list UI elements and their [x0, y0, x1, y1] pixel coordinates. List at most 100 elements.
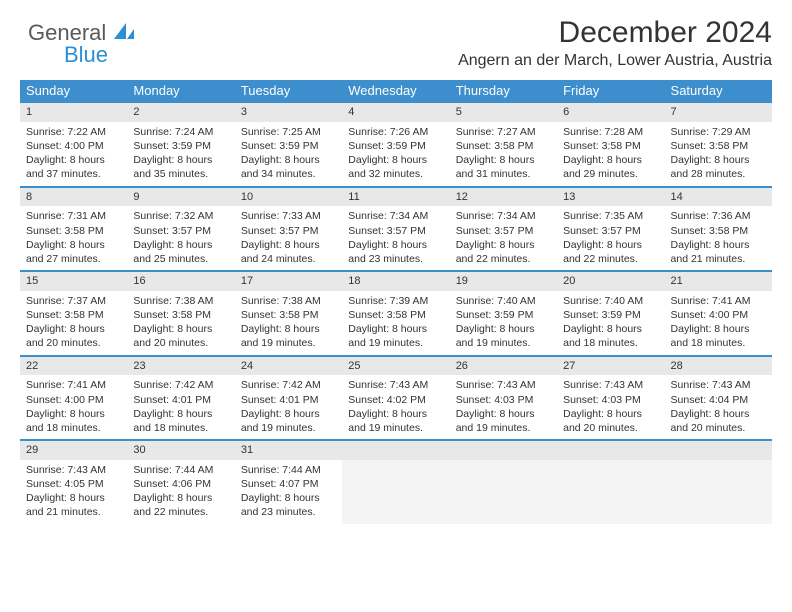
calendar-cell: 24Sunrise: 7:42 AMSunset: 4:01 PMDayligh…	[235, 356, 342, 441]
day-number-empty	[665, 441, 772, 460]
sunrise-line: Sunrise: 7:36 AM	[671, 209, 766, 223]
day-details: Sunrise: 7:40 AMSunset: 3:59 PMDaylight:…	[557, 291, 664, 355]
sunrise-line: Sunrise: 7:40 AM	[563, 294, 658, 308]
sunrise-line: Sunrise: 7:27 AM	[456, 125, 551, 139]
day-details: Sunrise: 7:22 AMSunset: 4:00 PMDaylight:…	[20, 122, 127, 186]
sunrise-line: Sunrise: 7:40 AM	[456, 294, 551, 308]
day-details: Sunrise: 7:27 AMSunset: 3:58 PMDaylight:…	[450, 122, 557, 186]
daylight-line: Daylight: 8 hours and 22 minutes.	[456, 238, 551, 266]
day-number: 11	[342, 188, 449, 207]
day-details: Sunrise: 7:36 AMSunset: 3:58 PMDaylight:…	[665, 206, 772, 270]
daylight-line: Daylight: 8 hours and 21 minutes.	[671, 238, 766, 266]
daylight-line: Daylight: 8 hours and 23 minutes.	[348, 238, 443, 266]
day-number: 7	[665, 103, 772, 122]
day-number: 24	[235, 357, 342, 376]
day-number: 16	[127, 272, 234, 291]
logo-text-blue: Blue	[64, 42, 108, 67]
day-details: Sunrise: 7:42 AMSunset: 4:01 PMDaylight:…	[235, 375, 342, 439]
sunrise-line: Sunrise: 7:41 AM	[671, 294, 766, 308]
daylight-line: Daylight: 8 hours and 23 minutes.	[241, 491, 336, 519]
day-details: Sunrise: 7:29 AMSunset: 3:58 PMDaylight:…	[665, 122, 772, 186]
sunrise-line: Sunrise: 7:33 AM	[241, 209, 336, 223]
calendar-cell: 28Sunrise: 7:43 AMSunset: 4:04 PMDayligh…	[665, 356, 772, 441]
daylight-line: Daylight: 8 hours and 20 minutes.	[671, 407, 766, 435]
calendar-cell: 21 Sunrise: 7:41 AMSunset: 4:00 PMDayligh…	[665, 271, 772, 356]
sunrise-line: Sunrise: 7:44 AM	[241, 463, 336, 477]
day-details: Sunrise: 7:43 AMSunset: 4:05 PMDaylight:…	[20, 460, 127, 524]
sunrise-line: Sunrise: 7:41 AM	[26, 378, 121, 392]
sunset-line: Sunset: 3:58 PM	[26, 224, 121, 238]
sunset-line: Sunset: 4:01 PM	[133, 393, 228, 407]
calendar-cell: 20Sunrise: 7:40 AMSunset: 3:59 PMDayligh…	[557, 271, 664, 356]
day-details: Sunrise: 7:42 AMSunset: 4:01 PMDaylight:…	[127, 375, 234, 439]
daylight-line: Daylight: 8 hours and 22 minutes.	[133, 491, 228, 519]
day-details: Sunrise: 7:44 AMSunset: 4:07 PMDaylight:…	[235, 460, 342, 524]
day-number-empty	[342, 441, 449, 460]
calendar-cell: 11Sunrise: 7:34 AMSunset: 3:57 PMDayligh…	[342, 187, 449, 272]
calendar-row: 29Sunrise: 7:43 AMSunset: 4:05 PMDayligh…	[20, 440, 772, 524]
sunset-line: Sunset: 3:57 PM	[563, 224, 658, 238]
day-number: 6	[557, 103, 664, 122]
daylight-line: Daylight: 8 hours and 31 minutes.	[456, 153, 551, 181]
day-details: Sunrise: 7:32 AMSunset: 3:57 PMDaylight:…	[127, 206, 234, 270]
location: Angern an der March, Lower Austria, Aust…	[20, 52, 772, 70]
sunset-line: Sunset: 3:59 PM	[133, 139, 228, 153]
sunset-line: Sunset: 3:58 PM	[671, 139, 766, 153]
sunrise-line: Sunrise: 7:43 AM	[26, 463, 121, 477]
sunrise-line: Sunrise: 7:44 AM	[133, 463, 228, 477]
daylight-line: Daylight: 8 hours and 34 minutes.	[241, 153, 336, 181]
day-details: Sunrise: 7:38 AMSunset: 3:58 PMDaylight:…	[127, 291, 234, 355]
sunrise-line: Sunrise: 7:34 AM	[456, 209, 551, 223]
calendar-cell: 2Sunrise: 7:24 AMSunset: 3:59 PMDaylight…	[127, 102, 234, 187]
calendar-cell: 31Sunrise: 7:44 AMSunset: 4:07 PMDayligh…	[235, 440, 342, 524]
day-details: Sunrise: 7:25 AMSunset: 3:59 PMDaylight:…	[235, 122, 342, 186]
day-number: 15	[20, 272, 127, 291]
daylight-line: Daylight: 8 hours and 20 minutes.	[26, 322, 121, 350]
day-number: 18	[342, 272, 449, 291]
day-number: 17	[235, 272, 342, 291]
sunrise-line: Sunrise: 7:24 AM	[133, 125, 228, 139]
daylight-line: Daylight: 8 hours and 37 minutes.	[26, 153, 121, 181]
calendar-row: 8Sunrise: 7:31 AMSunset: 3:58 PMDaylight…	[20, 187, 772, 272]
sunset-line: Sunset: 4:00 PM	[671, 308, 766, 322]
daylight-line: Daylight: 8 hours and 19 minutes.	[241, 322, 336, 350]
sunrise-line: Sunrise: 7:43 AM	[563, 378, 658, 392]
day-number: 23	[127, 357, 234, 376]
sunrise-line: Sunrise: 7:39 AM	[348, 294, 443, 308]
day-number: 30	[127, 441, 234, 460]
calendar-cell: 26Sunrise: 7:43 AMSunset: 4:03 PMDayligh…	[450, 356, 557, 441]
daylight-line: Daylight: 8 hours and 19 minutes.	[241, 407, 336, 435]
sunset-line: Sunset: 4:02 PM	[348, 393, 443, 407]
sunset-line: Sunset: 3:57 PM	[133, 224, 228, 238]
day-number: 4	[342, 103, 449, 122]
sunrise-line: Sunrise: 7:26 AM	[348, 125, 443, 139]
day-details: Sunrise: 7:40 AMSunset: 3:59 PMDaylight:…	[450, 291, 557, 355]
day-details: Sunrise: 7:28 AMSunset: 3:58 PMDaylight:…	[557, 122, 664, 186]
daylight-line: Daylight: 8 hours and 28 minutes.	[671, 153, 766, 181]
day-number: 10	[235, 188, 342, 207]
sunrise-line: Sunrise: 7:37 AM	[26, 294, 121, 308]
calendar-cell: 6Sunrise: 7:28 AMSunset: 3:58 PMDaylight…	[557, 102, 664, 187]
daylight-line: Daylight: 8 hours and 29 minutes.	[563, 153, 658, 181]
day-number: 8	[20, 188, 127, 207]
weekday-header: Saturday	[665, 80, 772, 102]
day-number: 13	[557, 188, 664, 207]
day-number: 29	[20, 441, 127, 460]
weekday-header: Friday	[557, 80, 664, 102]
sunset-line: Sunset: 4:06 PM	[133, 477, 228, 491]
daylight-line: Daylight: 8 hours and 18 minutes.	[671, 322, 766, 350]
calendar-row: 1Sunrise: 7:22 AMSunset: 4:00 PMDaylight…	[20, 102, 772, 187]
calendar-cell: 30Sunrise: 7:44 AMSunset: 4:06 PMDayligh…	[127, 440, 234, 524]
day-details: Sunrise: 7:37 AMSunset: 3:58 PMDaylight:…	[20, 291, 127, 355]
day-details: Sunrise: 7:44 AMSunset: 4:06 PMDaylight:…	[127, 460, 234, 524]
day-number: 27	[557, 357, 664, 376]
day-number: 21	[665, 272, 772, 291]
sunset-line: Sunset: 3:58 PM	[563, 139, 658, 153]
logo-sail-icon	[112, 21, 136, 46]
day-number: 25	[342, 357, 449, 376]
day-number: 19	[450, 272, 557, 291]
calendar-cell: 10Sunrise: 7:33 AMSunset: 3:57 PMDayligh…	[235, 187, 342, 272]
sunset-line: Sunset: 3:59 PM	[348, 139, 443, 153]
calendar-row: 22Sunrise: 7:41 AMSunset: 4:00 PMDayligh…	[20, 356, 772, 441]
day-details: Sunrise: 7:43 AMSunset: 4:04 PMDaylight:…	[665, 375, 772, 439]
